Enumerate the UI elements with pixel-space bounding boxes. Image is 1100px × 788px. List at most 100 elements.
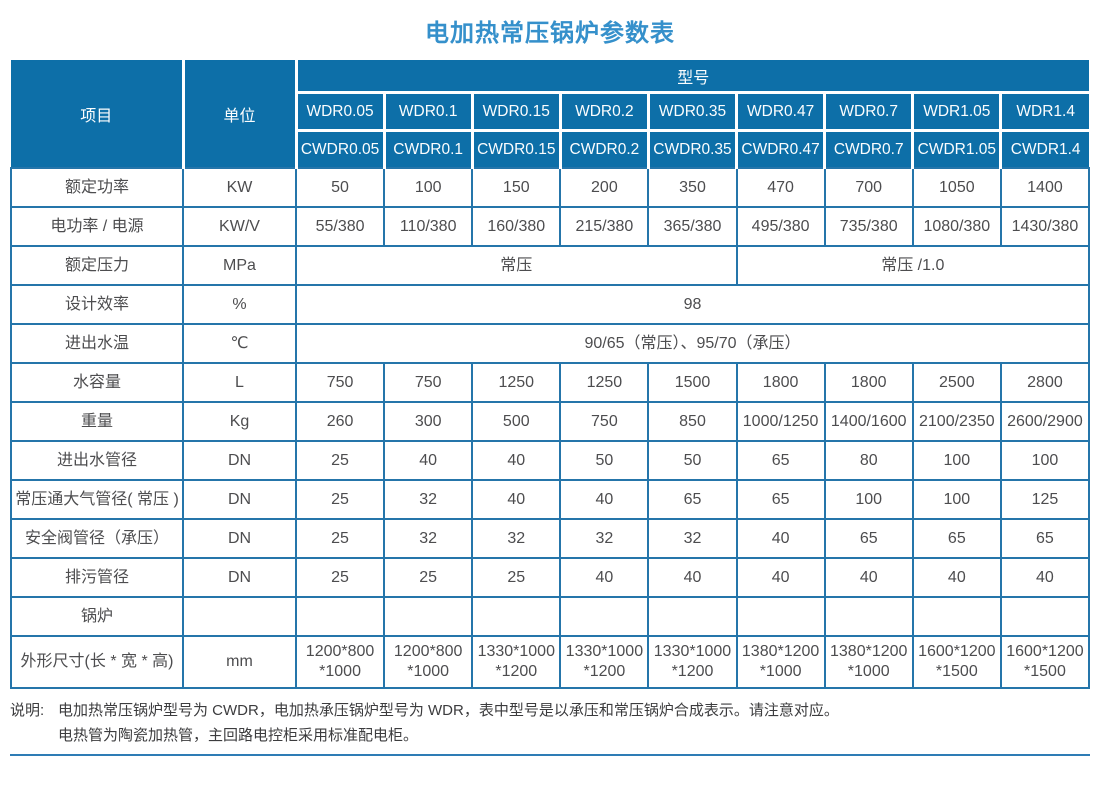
model-header-cell: CWDR0.7	[823, 129, 915, 168]
value-cell: 350	[647, 167, 738, 208]
boiler-spec-table: 项目 单位 型号 WDR0.05 WDR0.1 WDR0.15 WDR0.2 WDR0.…	[10, 60, 1091, 689]
header-item: 项目	[11, 60, 185, 168]
value-cell: 40	[471, 479, 562, 520]
row-unit: MPa	[182, 245, 297, 286]
value-cell: 90/65（常压）、95/70（承压）	[295, 323, 1090, 364]
value-cell: 80	[823, 440, 914, 481]
value-cell: 750	[294, 362, 386, 403]
value-cell: 32	[647, 518, 738, 559]
row-label: 进出水管径	[10, 440, 184, 481]
value-cell: 750	[383, 362, 474, 403]
model-header-cell: CWDR1.05	[911, 129, 1003, 168]
value-cell: 1050	[911, 167, 1002, 208]
model-header-cell: CWDR1.4	[999, 129, 1089, 168]
value-cell: 100	[823, 479, 914, 520]
row-unit: mm	[182, 635, 297, 689]
row-label: 水容量	[10, 362, 184, 403]
table-body: 额定功率 KW 50 100 150 200 350 470 700 1050 1400 电功率 / …	[10, 167, 1091, 689]
model-header-cell: CWDR0.35	[646, 129, 739, 168]
value-cell: 2100/2350	[911, 401, 1002, 442]
value-cell: 1400	[999, 167, 1091, 208]
value-cell	[823, 596, 914, 637]
table-row: 进出水管径 DN 25 40 40 50 50 65 80 100 100	[10, 440, 1091, 481]
row-unit: L	[182, 362, 297, 403]
value-cell: 260	[294, 401, 386, 442]
model-header-cell: WDR1.4	[999, 91, 1089, 132]
value-cell	[559, 596, 650, 637]
value-cell: 495/380	[735, 206, 826, 247]
value-cell: 25	[294, 557, 386, 598]
value-cell: 25	[294, 440, 386, 481]
value-cell: 2600/2900	[999, 401, 1091, 442]
value-cell	[647, 596, 738, 637]
model-header-cell: WDR0.05	[294, 91, 386, 132]
value-cell: 98	[295, 284, 1090, 325]
value-cell: 40	[559, 557, 650, 598]
value-cell: 40	[735, 518, 826, 559]
value-cell: 55/380	[294, 206, 386, 247]
value-cell: 32	[383, 518, 474, 559]
row-unit: Kg	[182, 401, 297, 442]
notes-prefix: 说明:	[10, 702, 45, 719]
value-cell: 50	[647, 440, 738, 481]
value-cell: 1080/380	[911, 206, 1002, 247]
row-label: 安全阀管径（承压）	[10, 518, 184, 559]
model-row-cwdr: CWDR0.05 CWDR0.1 CWDR0.15 CWDR0.2 CWDR0.35 CW…	[11, 129, 1089, 168]
table-row: 进出水温 ℃ 90/65（常压）、95/70（承压）	[10, 323, 1090, 364]
table-row: 安全阀管径（承压） DN 25 32 32 32 32 40 65 65 65	[10, 518, 1091, 559]
row-label: 常压通大气管径( 常压 )	[10, 479, 184, 520]
value-cell: 25	[294, 479, 386, 520]
value-cell: 65	[823, 518, 914, 559]
row-unit: DN	[182, 479, 297, 520]
value-cell: 750	[559, 401, 650, 442]
value-cell: 215/380	[559, 206, 650, 247]
row-unit: KW/V	[182, 206, 297, 247]
header-unit: 单位	[181, 60, 298, 168]
value-cell: 1330*1000 *1200	[559, 635, 650, 689]
model-header-cell: CWDR0.47	[735, 129, 827, 168]
value-cell: 160/380	[471, 206, 562, 247]
value-cell: 1330*1000 *1200	[471, 635, 562, 689]
value-cell: 1250	[471, 362, 562, 403]
value-cell: 65	[647, 479, 738, 520]
value-cell	[471, 596, 562, 637]
value-cell: 40	[823, 557, 914, 598]
value-cell: 32	[559, 518, 650, 559]
model-header-cell: WDR0.47	[735, 91, 827, 132]
value-cell: 25	[294, 518, 386, 559]
table-header: 项目 单位 型号 WDR0.05 WDR0.1 WDR0.15 WDR0.2 WDR0.…	[11, 60, 1089, 168]
model-header-cell: CWDR0.1	[382, 129, 474, 168]
value-cell: 1200*800 *1000	[294, 635, 386, 689]
value-cell: 100	[911, 479, 1002, 520]
row-unit: ℃	[182, 323, 297, 364]
table-row: 锅炉	[10, 596, 1091, 637]
value-cell: 40	[559, 479, 650, 520]
value-cell: 1380*1200 *1000	[735, 635, 826, 689]
row-label: 外形尺寸(长 * 宽 * 高)	[10, 635, 184, 689]
value-cell: 2800	[999, 362, 1091, 403]
model-row-wdr: WDR0.05 WDR0.1 WDR0.15 WDR0.2 WDR0.35 WDR0.47…	[11, 91, 1089, 132]
value-cell: 32	[383, 479, 474, 520]
row-label: 重量	[10, 401, 184, 442]
value-cell: 2500	[911, 362, 1002, 403]
value-cell	[735, 596, 826, 637]
model-header-cell: CWDR0.05	[294, 129, 386, 168]
value-cell: 150	[471, 167, 562, 208]
table-row: 水容量 L 750 750 1250 1250 1500 1800 1800 2500 2800	[10, 362, 1091, 403]
value-cell: 40	[647, 557, 738, 598]
value-cell: 1500	[647, 362, 738, 403]
value-cell: 25	[471, 557, 562, 598]
value-cell: 850	[647, 401, 738, 442]
table-row: 排污管径 DN 25 25 25 40 40 40 40 40 40	[10, 557, 1091, 598]
value-cell: 1380*1200 *1000	[823, 635, 914, 689]
value-cell: 735/380	[823, 206, 914, 247]
value-cell: 40	[911, 557, 1002, 598]
page-title: 电加热常压锅炉参数表	[425, 20, 675, 47]
value-cell: 40	[999, 557, 1091, 598]
row-unit: DN	[182, 518, 297, 559]
value-cell: 700	[823, 167, 914, 208]
value-cell: 32	[471, 518, 562, 559]
value-cell: 500	[471, 401, 562, 442]
row-label: 设计效率	[10, 284, 184, 325]
value-cell: 100	[999, 440, 1091, 481]
